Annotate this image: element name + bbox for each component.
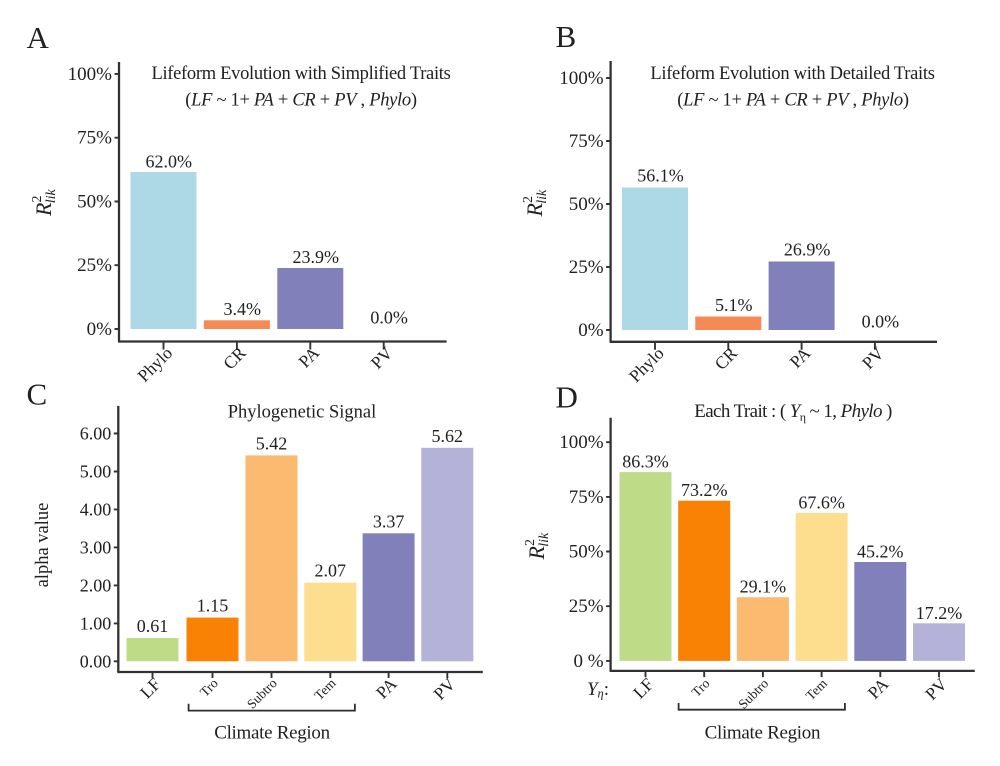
svg-text:26.9%: 26.9% <box>784 240 831 260</box>
svg-text:67.6%: 67.6% <box>798 493 845 513</box>
svg-text:2.07: 2.07 <box>315 561 347 581</box>
svg-text:56.1%: 56.1% <box>637 166 684 186</box>
svg-text:5.00: 5.00 <box>80 462 112 482</box>
svg-text:50%: 50% <box>569 542 604 563</box>
svg-text:23.9%: 23.9% <box>292 247 339 267</box>
svg-text:100%: 100% <box>68 64 113 85</box>
svg-text:0%: 0% <box>578 320 604 341</box>
svg-text:alpha value: alpha value <box>33 503 53 588</box>
svg-text:4.00: 4.00 <box>80 499 112 519</box>
svg-text:2.00: 2.00 <box>80 575 112 595</box>
svg-text:3.4%: 3.4% <box>224 299 262 319</box>
svg-text:(LF ~ 1+ PA + CR + PV , Phylo): (LF ~ 1+ PA + CR + PV , Phylo) <box>185 91 417 111</box>
svg-text:3.00: 3.00 <box>80 537 112 557</box>
svg-text:50%: 50% <box>77 192 112 213</box>
svg-text:D: D <box>556 380 578 415</box>
svg-text:75%: 75% <box>569 487 604 508</box>
svg-text:73.2%: 73.2% <box>681 480 728 500</box>
svg-text:Yη:: Yη: <box>587 679 609 701</box>
svg-text:Climate Region: Climate Region <box>214 723 330 744</box>
svg-text:Climate Region: Climate Region <box>705 723 821 744</box>
svg-text:Lifeform Evolution with Simpli: Lifeform Evolution with Simplified Trait… <box>151 64 450 84</box>
svg-text:50%: 50% <box>569 194 604 215</box>
svg-text:6.00: 6.00 <box>80 424 112 444</box>
svg-text:17.2%: 17.2% <box>916 603 963 623</box>
svg-text:0.0%: 0.0% <box>370 308 408 328</box>
svg-text:B: B <box>556 19 577 54</box>
svg-text:100%: 100% <box>559 432 604 453</box>
svg-text:Phylogenetic Signal: Phylogenetic Signal <box>228 403 377 423</box>
svg-text:5.1%: 5.1% <box>715 295 753 315</box>
svg-text:3.37: 3.37 <box>373 511 405 531</box>
svg-text:Lifeform Evolution with Detail: Lifeform Evolution with Detailed Traits <box>650 64 934 84</box>
svg-text:1.00: 1.00 <box>80 613 112 633</box>
svg-text:0 %: 0 % <box>574 651 604 672</box>
svg-text:75%: 75% <box>77 128 112 149</box>
svg-text:0.00: 0.00 <box>80 651 112 671</box>
svg-text:75%: 75% <box>569 131 604 152</box>
svg-text:25%: 25% <box>77 255 112 276</box>
svg-text:0.61: 0.61 <box>137 616 169 636</box>
svg-text:0%: 0% <box>87 319 113 340</box>
svg-text:Each Trait : ( Yη ~ 1, Phylo ): Each Trait : ( Yη ~ 1, Phylo ) <box>694 401 892 424</box>
svg-text:A: A <box>27 20 50 55</box>
svg-text:62.0%: 62.0% <box>146 151 193 171</box>
svg-text:45.2%: 45.2% <box>857 542 904 562</box>
svg-text:5.62: 5.62 <box>432 426 464 446</box>
svg-text:100%: 100% <box>559 68 604 89</box>
svg-text:25%: 25% <box>569 596 604 617</box>
svg-text:1.15: 1.15 <box>197 596 229 616</box>
svg-text:25%: 25% <box>569 257 604 278</box>
svg-text:5.42: 5.42 <box>256 433 288 453</box>
svg-text:29.1%: 29.1% <box>740 577 787 597</box>
svg-text:0.0%: 0.0% <box>862 312 900 332</box>
svg-text:86.3%: 86.3% <box>622 452 669 472</box>
svg-text:C: C <box>27 377 48 412</box>
svg-text:(LF ~ 1+ PA + CR + PV , Phylo): (LF ~ 1+ PA + CR + PV , Phylo) <box>677 91 909 111</box>
